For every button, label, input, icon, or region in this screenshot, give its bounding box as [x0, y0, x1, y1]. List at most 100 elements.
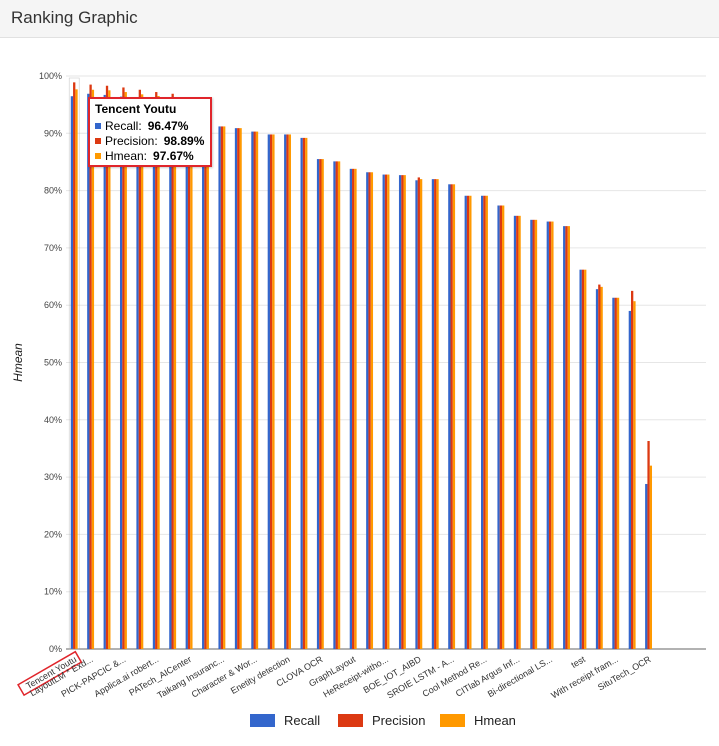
legend-label-recall: Recall [284, 713, 321, 728]
bar-precision [631, 290, 634, 649]
bar-precision [401, 175, 404, 649]
bar-recall [481, 195, 484, 649]
page-title: Ranking Graphic [11, 8, 138, 27]
bar-precision [122, 87, 125, 649]
bar-hmean [255, 131, 259, 649]
bar-precision [434, 179, 437, 649]
bar-precision [220, 126, 224, 649]
legend-swatch-recall [250, 714, 275, 727]
bar-hmean [518, 215, 521, 649]
bar-hmean [600, 286, 603, 649]
bar-recall [398, 175, 402, 649]
bar-hmean [354, 168, 357, 650]
bar-precision [171, 93, 174, 649]
bar-hmean [649, 465, 653, 649]
precision-swatch [95, 137, 101, 144]
bar-recall [366, 172, 369, 650]
y-tick-label: 10% [44, 587, 62, 597]
bar-precision [89, 84, 92, 650]
tooltip-title: Tencent Youtu [95, 102, 177, 116]
page-header: Ranking Graphic [0, 0, 719, 38]
bar-hmean [305, 137, 308, 649]
bar-precision [483, 195, 486, 649]
tooltip-label-precision: Precision: [105, 133, 158, 148]
y-tick-label: 100% [39, 71, 62, 81]
bar-recall [103, 94, 106, 649]
bar-recall [70, 96, 74, 649]
legend-item-precision[interactable]: Precision [338, 713, 425, 728]
bar-hmean [140, 94, 144, 649]
bar-precision [187, 114, 191, 650]
bar-recall [316, 159, 320, 649]
bar-precision [335, 161, 338, 649]
bar-hmean [485, 195, 488, 649]
bar-recall [595, 289, 599, 649]
bar-recall [267, 134, 270, 650]
bar-precision [269, 134, 273, 650]
bar-hmean [223, 126, 226, 649]
bar-hmean [370, 172, 374, 650]
legend-item-recall[interactable]: Recall [250, 713, 320, 728]
bar-recall [448, 184, 451, 649]
bar-recall [218, 126, 221, 649]
bar-recall [612, 297, 615, 649]
bar-precision [73, 82, 76, 650]
bar-precision [548, 221, 552, 650]
bar-recall [382, 174, 385, 649]
legend-swatch-hmean [440, 714, 465, 727]
bar-precision [581, 269, 585, 649]
bar-precision [155, 92, 158, 649]
bar-hmean [436, 179, 439, 649]
bar-precision [466, 195, 470, 649]
bar-recall [628, 310, 632, 649]
bar-precision [417, 177, 420, 649]
bar-hmean [75, 89, 78, 650]
bar-precision [565, 226, 568, 649]
bar-recall [579, 269, 582, 649]
legend-item-hmean[interactable]: Hmean [440, 713, 516, 728]
legend-label-hmean: Hmean [474, 713, 516, 728]
bar-precision [598, 284, 601, 649]
bar-hmean [387, 174, 390, 649]
bar-precision [532, 219, 535, 649]
selected-label-box [17, 650, 83, 697]
bar-recall [464, 195, 467, 649]
y-tick-label: 70% [44, 243, 62, 253]
bar-hmean [239, 128, 242, 649]
tooltip-row-hmean: Hmean: 97.67% [95, 148, 205, 163]
bar-recall [349, 168, 353, 650]
tooltip-label-recall: Recall: [105, 118, 142, 133]
bar-recall [546, 221, 549, 650]
legend-label-precision: Precision [372, 713, 426, 728]
bar-recall [415, 180, 418, 649]
bar-precision [105, 85, 109, 650]
bar-precision [450, 184, 453, 649]
hover-highlight [68, 77, 80, 650]
bar-precision [286, 134, 289, 650]
y-axis-label: Hmean [11, 343, 25, 382]
y-tick-label: 50% [44, 358, 62, 368]
x-tick-label: test [569, 654, 587, 670]
bar-precision [253, 131, 256, 649]
bar-hmean [419, 179, 423, 649]
bar-precision [614, 297, 617, 649]
bar-recall [431, 179, 435, 649]
bar-hmean [452, 184, 456, 649]
bar-precision [237, 128, 240, 649]
bar-recall [300, 137, 303, 649]
bar-precision [204, 122, 207, 649]
bar-recall [202, 122, 205, 649]
bar-recall [513, 215, 517, 649]
bar-recall [530, 219, 533, 649]
bar-recall [234, 128, 238, 649]
bar-precision [516, 215, 519, 649]
bar-precision [384, 174, 388, 649]
y-tick-label: 60% [44, 300, 62, 310]
bar-recall [119, 96, 123, 650]
bar-hmean [124, 92, 127, 649]
chart-tooltip: Tencent Youtu Recall: 96.47% Precision: … [88, 97, 212, 167]
y-tick-label: 20% [44, 529, 62, 539]
bar-hmean [534, 219, 538, 649]
bar-precision [319, 159, 322, 649]
